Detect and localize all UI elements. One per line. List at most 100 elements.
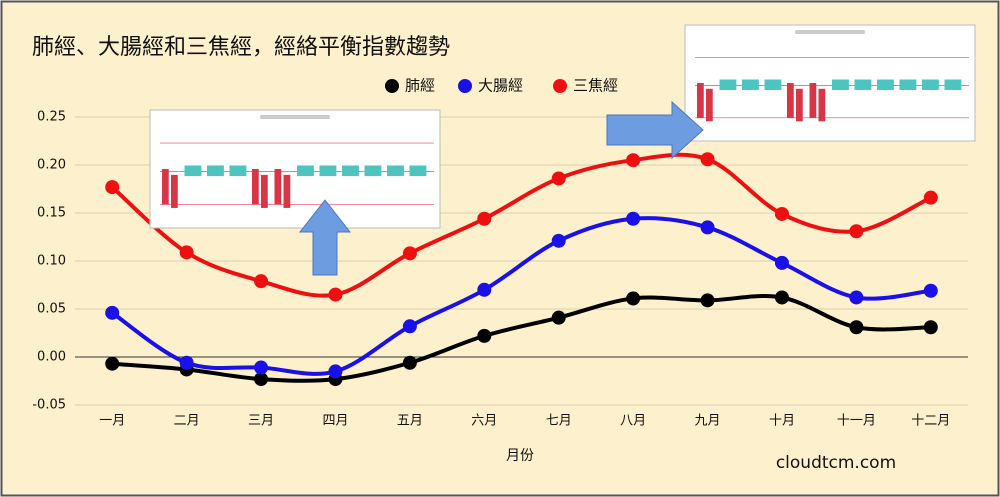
legend-marker — [553, 79, 567, 93]
legend-marker — [385, 79, 399, 93]
data-point — [774, 290, 789, 305]
data-point — [179, 355, 194, 370]
y-tick-label: 0.10 — [37, 254, 66, 269]
y-tick-label: 0.25 — [37, 110, 66, 125]
data-point — [254, 274, 269, 289]
data-point — [477, 282, 492, 297]
watermark: cloudtcm.com — [776, 453, 896, 473]
inset-bar — [764, 79, 782, 90]
inset-bar — [274, 169, 282, 205]
data-point — [849, 224, 864, 239]
inset-bar — [319, 165, 337, 177]
data-point — [626, 153, 641, 168]
decorations — [149, 24, 976, 276]
data-point — [923, 320, 938, 335]
inset-bar — [809, 83, 817, 118]
data-point — [551, 310, 566, 325]
x-tick-label: 九月 — [695, 414, 721, 429]
inset-bar — [877, 79, 894, 90]
arrow — [298, 199, 352, 276]
plot — [105, 152, 938, 387]
data-point — [328, 364, 343, 379]
inset-bar — [387, 165, 404, 177]
legend-label: 肺經 — [405, 77, 435, 95]
data-point — [402, 319, 417, 334]
data-point — [774, 255, 789, 270]
data-point — [849, 290, 864, 305]
inset-bar — [944, 79, 962, 90]
data-point — [477, 211, 492, 226]
legend-marker — [458, 79, 472, 93]
x-tick-label: 二月 — [174, 414, 200, 429]
data-point — [105, 305, 120, 320]
data-point — [626, 211, 641, 226]
inset-bar — [342, 165, 359, 177]
y-tick-label: 0.15 — [37, 206, 66, 221]
x-tick-label: 十二月 — [911, 414, 950, 429]
data-point — [402, 355, 417, 370]
data-point — [774, 206, 789, 221]
x-tick-label: 五月 — [397, 414, 423, 429]
data-point — [551, 233, 566, 248]
inset-bar — [364, 165, 382, 177]
data-point — [700, 152, 715, 167]
inset-bar — [261, 174, 268, 208]
legend-label: 大腸經 — [478, 77, 523, 95]
inset-bar — [297, 165, 314, 177]
y-tick-label: 0.20 — [37, 158, 66, 173]
data-point — [105, 180, 120, 195]
inset-bar — [207, 165, 224, 177]
inset-bar — [922, 79, 939, 90]
data-point — [328, 287, 343, 302]
data-point — [849, 320, 864, 335]
x-tick-label: 七月 — [546, 414, 572, 429]
x-axis-label: 月份 — [506, 448, 534, 464]
inset-bar — [818, 88, 826, 122]
data-point — [923, 190, 938, 205]
inset-bar — [162, 169, 169, 205]
inset-bar — [719, 79, 737, 90]
inset-bar — [742, 79, 759, 90]
data-point — [179, 245, 194, 260]
x-tick-label: 六月 — [471, 414, 497, 429]
inset-legend — [260, 115, 330, 119]
inset-bar — [171, 174, 178, 208]
data-point — [626, 291, 641, 306]
data-point — [105, 356, 120, 371]
y-tick-label: 0.00 — [37, 350, 66, 365]
y-tick-label: 0.05 — [37, 302, 66, 317]
inset-bar — [697, 83, 704, 118]
legend-label: 三焦經 — [573, 77, 618, 95]
inset-bar — [706, 88, 713, 122]
data-point — [551, 171, 566, 186]
inset-legend — [795, 30, 865, 34]
arrow — [606, 100, 704, 160]
data-point — [402, 246, 417, 261]
series-line — [110, 152, 932, 298]
data-point — [700, 220, 715, 235]
legend: 肺經 大腸經 三焦經 — [385, 77, 618, 95]
inset-bar — [283, 174, 291, 208]
inset-bar — [409, 165, 427, 177]
data-point — [700, 293, 715, 308]
inset-bar — [229, 165, 247, 177]
inset-bar — [252, 169, 259, 205]
inset-bar — [899, 79, 917, 90]
inset-bar — [787, 83, 794, 118]
data-point — [254, 372, 269, 387]
data-point — [254, 360, 269, 375]
x-tick-label: 八月 — [620, 414, 646, 429]
x-tick-label: 三月 — [248, 414, 274, 429]
x-tick-label: 十月 — [769, 414, 795, 429]
x-tick-label: 一月 — [99, 414, 125, 429]
inset-bar — [796, 88, 803, 122]
y-tick-label: -0.05 — [32, 398, 66, 413]
chart-title: 肺經、大腸經和三焦經，經絡平衡指數趨勢 — [32, 35, 450, 60]
data-point — [923, 283, 938, 298]
inset-bar — [854, 79, 872, 90]
x-tick-label: 十一月 — [837, 414, 876, 429]
inset-bar — [832, 79, 849, 90]
inset-bar — [184, 165, 202, 177]
data-point — [477, 328, 492, 343]
